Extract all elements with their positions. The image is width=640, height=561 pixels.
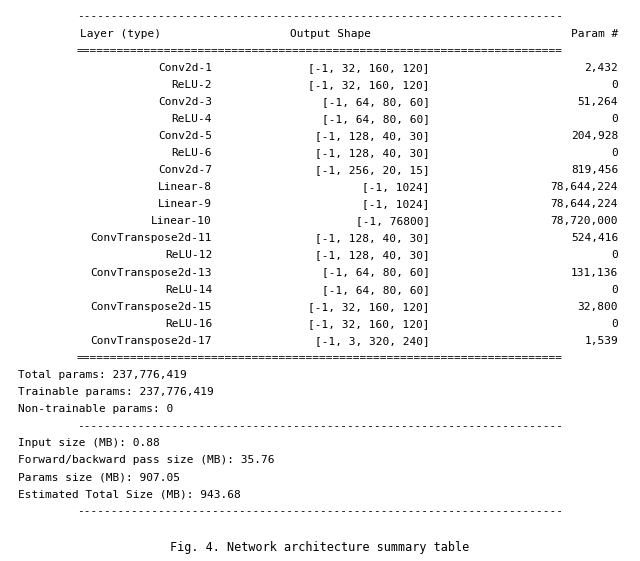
Text: ReLU-14: ReLU-14 <box>164 284 212 295</box>
Text: [-1, 32, 160, 120]: [-1, 32, 160, 120] <box>308 80 430 90</box>
Text: 32,800: 32,800 <box>577 302 618 312</box>
Text: 0: 0 <box>611 80 618 90</box>
Text: 131,136: 131,136 <box>571 268 618 278</box>
Text: [-1, 128, 40, 30]: [-1, 128, 40, 30] <box>316 131 430 141</box>
Text: 819,456: 819,456 <box>571 165 618 175</box>
Text: [-1, 1024]: [-1, 1024] <box>362 182 430 192</box>
Text: 204,928: 204,928 <box>571 131 618 141</box>
Text: Total params: 237,776,419: Total params: 237,776,419 <box>18 370 187 380</box>
Text: [-1, 32, 160, 120]: [-1, 32, 160, 120] <box>308 302 430 312</box>
Text: [-1, 128, 40, 30]: [-1, 128, 40, 30] <box>316 148 430 158</box>
Text: ReLU-12: ReLU-12 <box>164 250 212 260</box>
Text: ConvTranspose2d-17: ConvTranspose2d-17 <box>90 336 212 346</box>
Text: ConvTranspose2d-15: ConvTranspose2d-15 <box>90 302 212 312</box>
Text: ConvTranspose2d-11: ConvTranspose2d-11 <box>90 233 212 243</box>
Text: 0: 0 <box>611 284 618 295</box>
Text: [-1, 256, 20, 15]: [-1, 256, 20, 15] <box>316 165 430 175</box>
Text: 524,416: 524,416 <box>571 233 618 243</box>
Text: Conv2d-1: Conv2d-1 <box>158 63 212 73</box>
Text: [-1, 32, 160, 120]: [-1, 32, 160, 120] <box>308 63 430 73</box>
Text: Non-trainable params: 0: Non-trainable params: 0 <box>18 404 173 414</box>
Text: ReLU-2: ReLU-2 <box>172 80 212 90</box>
Text: [-1, 128, 40, 30]: [-1, 128, 40, 30] <box>316 233 430 243</box>
Text: 0: 0 <box>611 319 618 329</box>
Text: Conv2d-5: Conv2d-5 <box>158 131 212 141</box>
Text: [-1, 1024]: [-1, 1024] <box>362 199 430 209</box>
Text: 2,432: 2,432 <box>584 63 618 73</box>
Text: Input size (MB): 0.88: Input size (MB): 0.88 <box>18 438 160 448</box>
Text: [-1, 32, 160, 120]: [-1, 32, 160, 120] <box>308 319 430 329</box>
Text: 1,539: 1,539 <box>584 336 618 346</box>
Text: Output Shape: Output Shape <box>289 29 371 39</box>
Text: Linear-10: Linear-10 <box>151 217 212 226</box>
Text: Layer (type): Layer (type) <box>79 29 161 39</box>
Text: Linear-8: Linear-8 <box>158 182 212 192</box>
Text: Trainable params: 237,776,419: Trainable params: 237,776,419 <box>18 387 214 397</box>
Text: ------------------------------------------------------------------------: ----------------------------------------… <box>77 421 563 431</box>
Text: ------------------------------------------------------------------------: ----------------------------------------… <box>77 12 563 21</box>
Text: [-1, 3, 320, 240]: [-1, 3, 320, 240] <box>316 336 430 346</box>
Text: [-1, 76800]: [-1, 76800] <box>356 217 430 226</box>
Text: [-1, 128, 40, 30]: [-1, 128, 40, 30] <box>316 250 430 260</box>
Text: ========================================================================: ========================================… <box>77 353 563 363</box>
Text: 0: 0 <box>611 114 618 124</box>
Text: 78,644,224: 78,644,224 <box>550 182 618 192</box>
Text: [-1, 64, 80, 60]: [-1, 64, 80, 60] <box>322 268 430 278</box>
Text: ------------------------------------------------------------------------: ----------------------------------------… <box>77 507 563 517</box>
Text: ReLU-16: ReLU-16 <box>164 319 212 329</box>
Text: [-1, 64, 80, 60]: [-1, 64, 80, 60] <box>322 114 430 124</box>
Text: Estimated Total Size (MB): 943.68: Estimated Total Size (MB): 943.68 <box>18 489 241 499</box>
Text: [-1, 64, 80, 60]: [-1, 64, 80, 60] <box>322 97 430 107</box>
Text: 0: 0 <box>611 148 618 158</box>
Text: Fig. 4. Network architecture summary table: Fig. 4. Network architecture summary tab… <box>170 541 470 554</box>
Text: Conv2d-3: Conv2d-3 <box>158 97 212 107</box>
Text: [-1, 64, 80, 60]: [-1, 64, 80, 60] <box>322 284 430 295</box>
Text: 0: 0 <box>611 250 618 260</box>
Text: ========================================================================: ========================================… <box>77 45 563 56</box>
Text: ReLU-6: ReLU-6 <box>172 148 212 158</box>
Text: ConvTranspose2d-13: ConvTranspose2d-13 <box>90 268 212 278</box>
Text: 78,720,000: 78,720,000 <box>550 217 618 226</box>
Text: Linear-9: Linear-9 <box>158 199 212 209</box>
Text: ReLU-4: ReLU-4 <box>172 114 212 124</box>
Text: Conv2d-7: Conv2d-7 <box>158 165 212 175</box>
Text: Param #: Param # <box>571 29 618 39</box>
Text: 78,644,224: 78,644,224 <box>550 199 618 209</box>
Text: Forward/backward pass size (MB): 35.76: Forward/backward pass size (MB): 35.76 <box>18 456 275 465</box>
Text: 51,264: 51,264 <box>577 97 618 107</box>
Text: Params size (MB): 907.05: Params size (MB): 907.05 <box>18 472 180 482</box>
